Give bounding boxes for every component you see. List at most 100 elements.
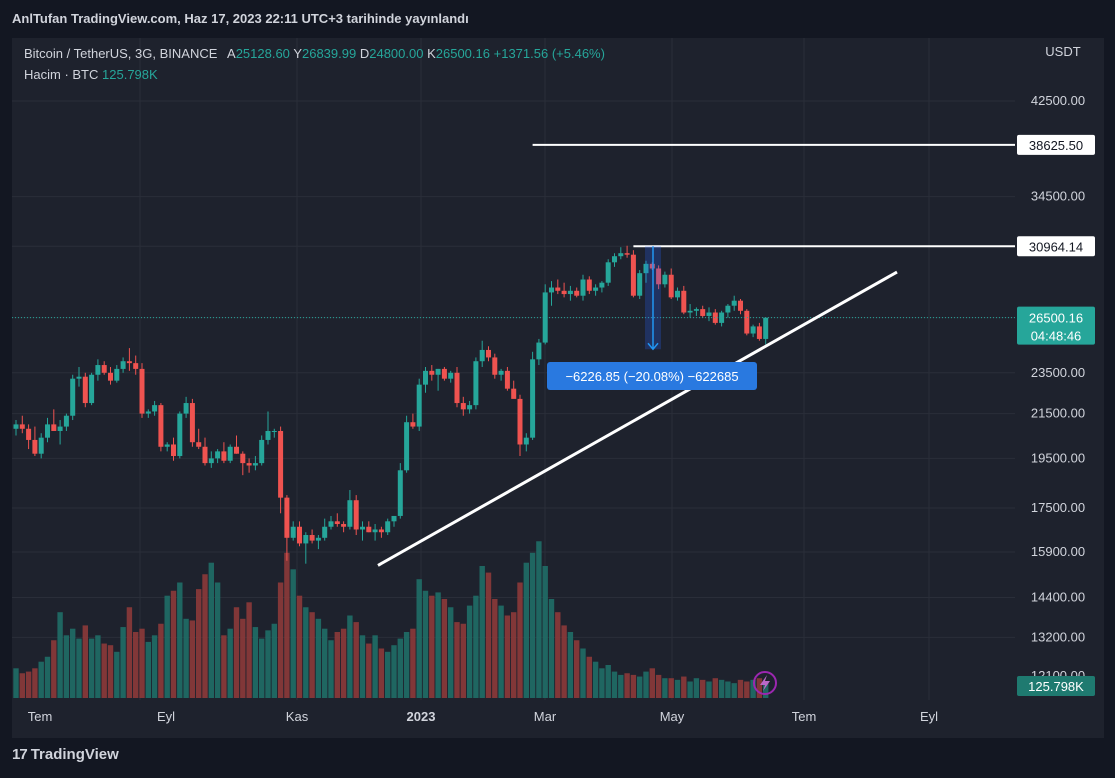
- y-tick-label: 17500.00: [1031, 500, 1085, 515]
- volume-bar: [700, 679, 706, 698]
- currency-label: USDT: [1045, 44, 1080, 59]
- volume-bar: [410, 628, 416, 698]
- volume-label[interactable]: Hacim · BTC: [24, 67, 99, 82]
- candle-body: [271, 430, 277, 432]
- candle-body: [63, 415, 69, 427]
- candle-body: [429, 370, 435, 375]
- candle-body: [756, 326, 762, 339]
- volume-bar: [271, 623, 277, 698]
- volume-bar: [605, 665, 611, 698]
- candle-body: [171, 444, 176, 457]
- candle-body: [763, 317, 769, 339]
- symbol-name[interactable]: Bitcoin / TetherUS, 3G, BINANCE: [24, 46, 218, 61]
- volume-bar: [359, 635, 366, 698]
- volume-bar: [504, 615, 511, 698]
- candle-body: [567, 290, 573, 295]
- volume-bar: [674, 679, 681, 698]
- candle-body: [189, 403, 195, 443]
- volume-bar: [151, 635, 158, 698]
- candle-body: [322, 526, 328, 538]
- candle-body: [555, 287, 561, 291]
- volume-bar: [328, 640, 334, 698]
- volume-bar: [618, 674, 624, 698]
- lightning-icon: [753, 671, 777, 695]
- candle-body: [637, 273, 643, 296]
- y-tick-label: 34500.00: [1031, 189, 1085, 204]
- candle-body: [139, 368, 145, 414]
- x-tick-label: Mar: [534, 709, 557, 724]
- x-tick-label: Tem: [28, 709, 53, 724]
- volume-bar: [277, 582, 284, 698]
- candle-body: [120, 361, 126, 369]
- volume-bar: [737, 679, 744, 698]
- volume-bar: [233, 607, 240, 698]
- change-value: +1371.56 (+5.46%): [493, 46, 605, 61]
- volume-bar: [744, 681, 750, 698]
- volume-bar: [473, 595, 479, 698]
- volume-bar: [466, 605, 473, 698]
- volume-bar: [385, 651, 391, 698]
- candle-body: [530, 359, 536, 438]
- candle-body: [252, 463, 258, 466]
- volume-bar: [668, 678, 674, 698]
- candle-body: [133, 363, 139, 369]
- candle-body: [662, 274, 668, 285]
- volume-bar: [221, 635, 227, 698]
- candle-body: [290, 526, 296, 538]
- candle-body: [416, 384, 422, 427]
- volume-bar: [70, 628, 76, 698]
- volume-bar: [718, 679, 725, 698]
- candle-body: [536, 342, 542, 360]
- candle-body: [725, 305, 731, 313]
- volume-bar: [460, 623, 466, 698]
- candle-body: [473, 361, 479, 406]
- volume-bar: [101, 643, 107, 698]
- candle-body: [511, 388, 517, 399]
- candle-body: [328, 521, 334, 527]
- candle-body: [360, 526, 365, 530]
- candle-body: [297, 526, 302, 544]
- volume-bar: [397, 638, 403, 698]
- volume-bar: [164, 595, 170, 698]
- volume-bar: [38, 661, 44, 698]
- volume-bar: [637, 676, 643, 698]
- volume-bar: [643, 671, 649, 698]
- volume-bar: [435, 592, 441, 698]
- volume-bar: [687, 681, 693, 698]
- candle-body: [448, 372, 454, 379]
- candle-body: [45, 424, 50, 438]
- candle-body: [498, 370, 504, 375]
- volume-bar: [542, 566, 548, 698]
- x-tick-label: Tem: [792, 709, 817, 724]
- high-label: Y: [293, 46, 302, 61]
- volume-bar: [177, 582, 183, 698]
- volume-bar: [429, 595, 435, 698]
- candle-body: [454, 372, 460, 404]
- trendline: [377, 270, 898, 567]
- volume-bar: [548, 599, 555, 698]
- volume-legend: Hacim · BTC 125.798K: [24, 67, 158, 82]
- candle-body: [693, 309, 699, 311]
- candle-body: [486, 349, 491, 358]
- volume-bar: [454, 622, 460, 698]
- volume-bar: [315, 618, 322, 698]
- volume-bar: [492, 599, 498, 698]
- candle-body: [240, 453, 246, 464]
- candle-body: [227, 446, 233, 461]
- volume-bar: [32, 668, 38, 698]
- volume-bar: [51, 640, 57, 698]
- tradingview-brand[interactable]: 17 TradingView: [12, 746, 119, 763]
- volume-bar: [347, 615, 353, 698]
- volume-bar: [574, 640, 580, 698]
- publish-info: AnlTufan TradingView.com, Haz 17, 2023 2…: [12, 11, 469, 26]
- candle-body: [202, 446, 208, 464]
- volume-bar: [630, 674, 637, 698]
- x-tick-label: Kas: [286, 709, 309, 724]
- volume-bar: [378, 648, 385, 698]
- x-tick-label: May: [660, 709, 685, 724]
- candle-body: [126, 361, 132, 364]
- volume-bar: [599, 668, 605, 698]
- volume-bar: [322, 628, 328, 698]
- candle-body: [492, 357, 498, 375]
